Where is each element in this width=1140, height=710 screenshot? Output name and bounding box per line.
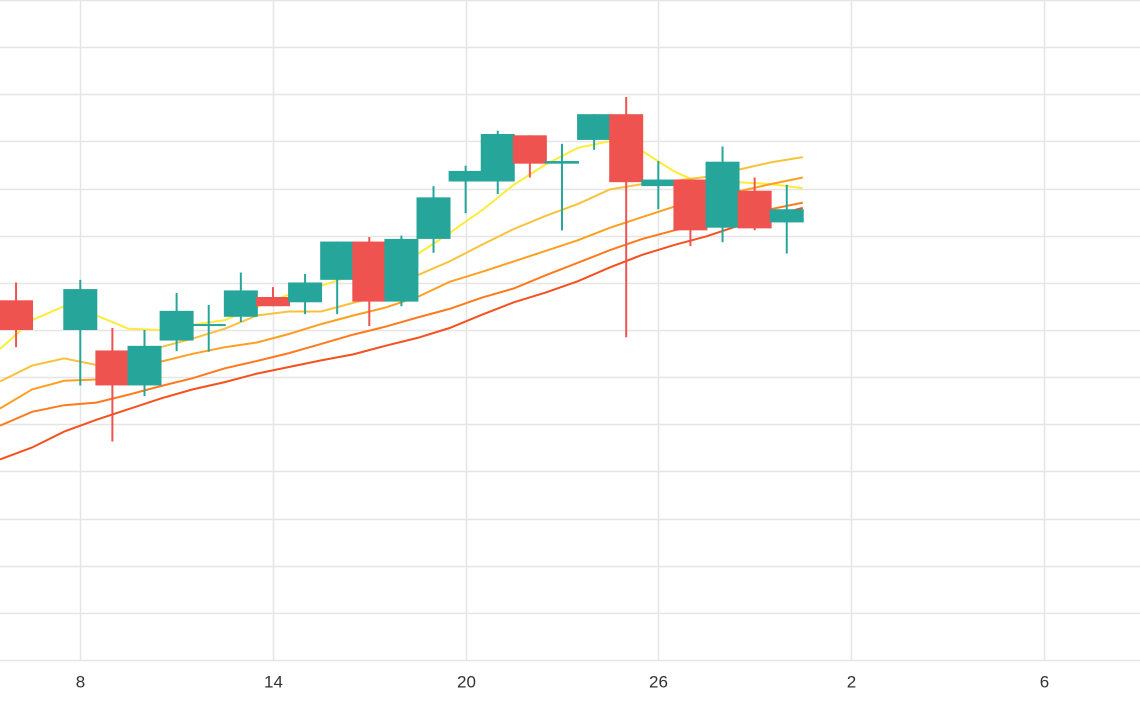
candle-down [255, 297, 290, 307]
x-axis-tick-labels: 8 14 20 26 2 6 [76, 672, 1049, 691]
horizontal-gridlines [0, 0, 1140, 662]
candles [0, 97, 804, 442]
candle-down [609, 114, 644, 183]
candle-up [705, 161, 740, 228]
x-tick-label: 26 [649, 672, 668, 691]
candle-down [512, 135, 547, 164]
x-tick-label: 14 [264, 672, 283, 691]
candle-up [63, 289, 98, 330]
candle-down [673, 179, 708, 231]
candle-down [352, 241, 387, 302]
x-tick-label: 20 [457, 672, 476, 691]
candle-up [544, 161, 579, 164]
candle-up [191, 324, 226, 327]
candle-up [480, 133, 515, 182]
x-tick-label: 8 [76, 672, 85, 691]
candle-up [159, 310, 194, 341]
candle-down [0, 300, 34, 330]
x-tick-label: 6 [1040, 672, 1049, 691]
candle-down [737, 190, 772, 229]
candle-down [95, 350, 130, 386]
candle-up [769, 209, 804, 223]
ma-line [0, 201, 804, 427]
candle-up [288, 282, 323, 303]
x-tick-label: 2 [847, 672, 856, 691]
candle-up [448, 170, 483, 182]
candle-up [320, 241, 355, 280]
candle-up [577, 114, 612, 140]
ma-line [0, 206, 804, 461]
candle-up [416, 197, 451, 239]
candle-up [127, 345, 162, 386]
candle-up [641, 179, 676, 187]
candle-up [384, 238, 419, 302]
candle-up [223, 290, 258, 317]
